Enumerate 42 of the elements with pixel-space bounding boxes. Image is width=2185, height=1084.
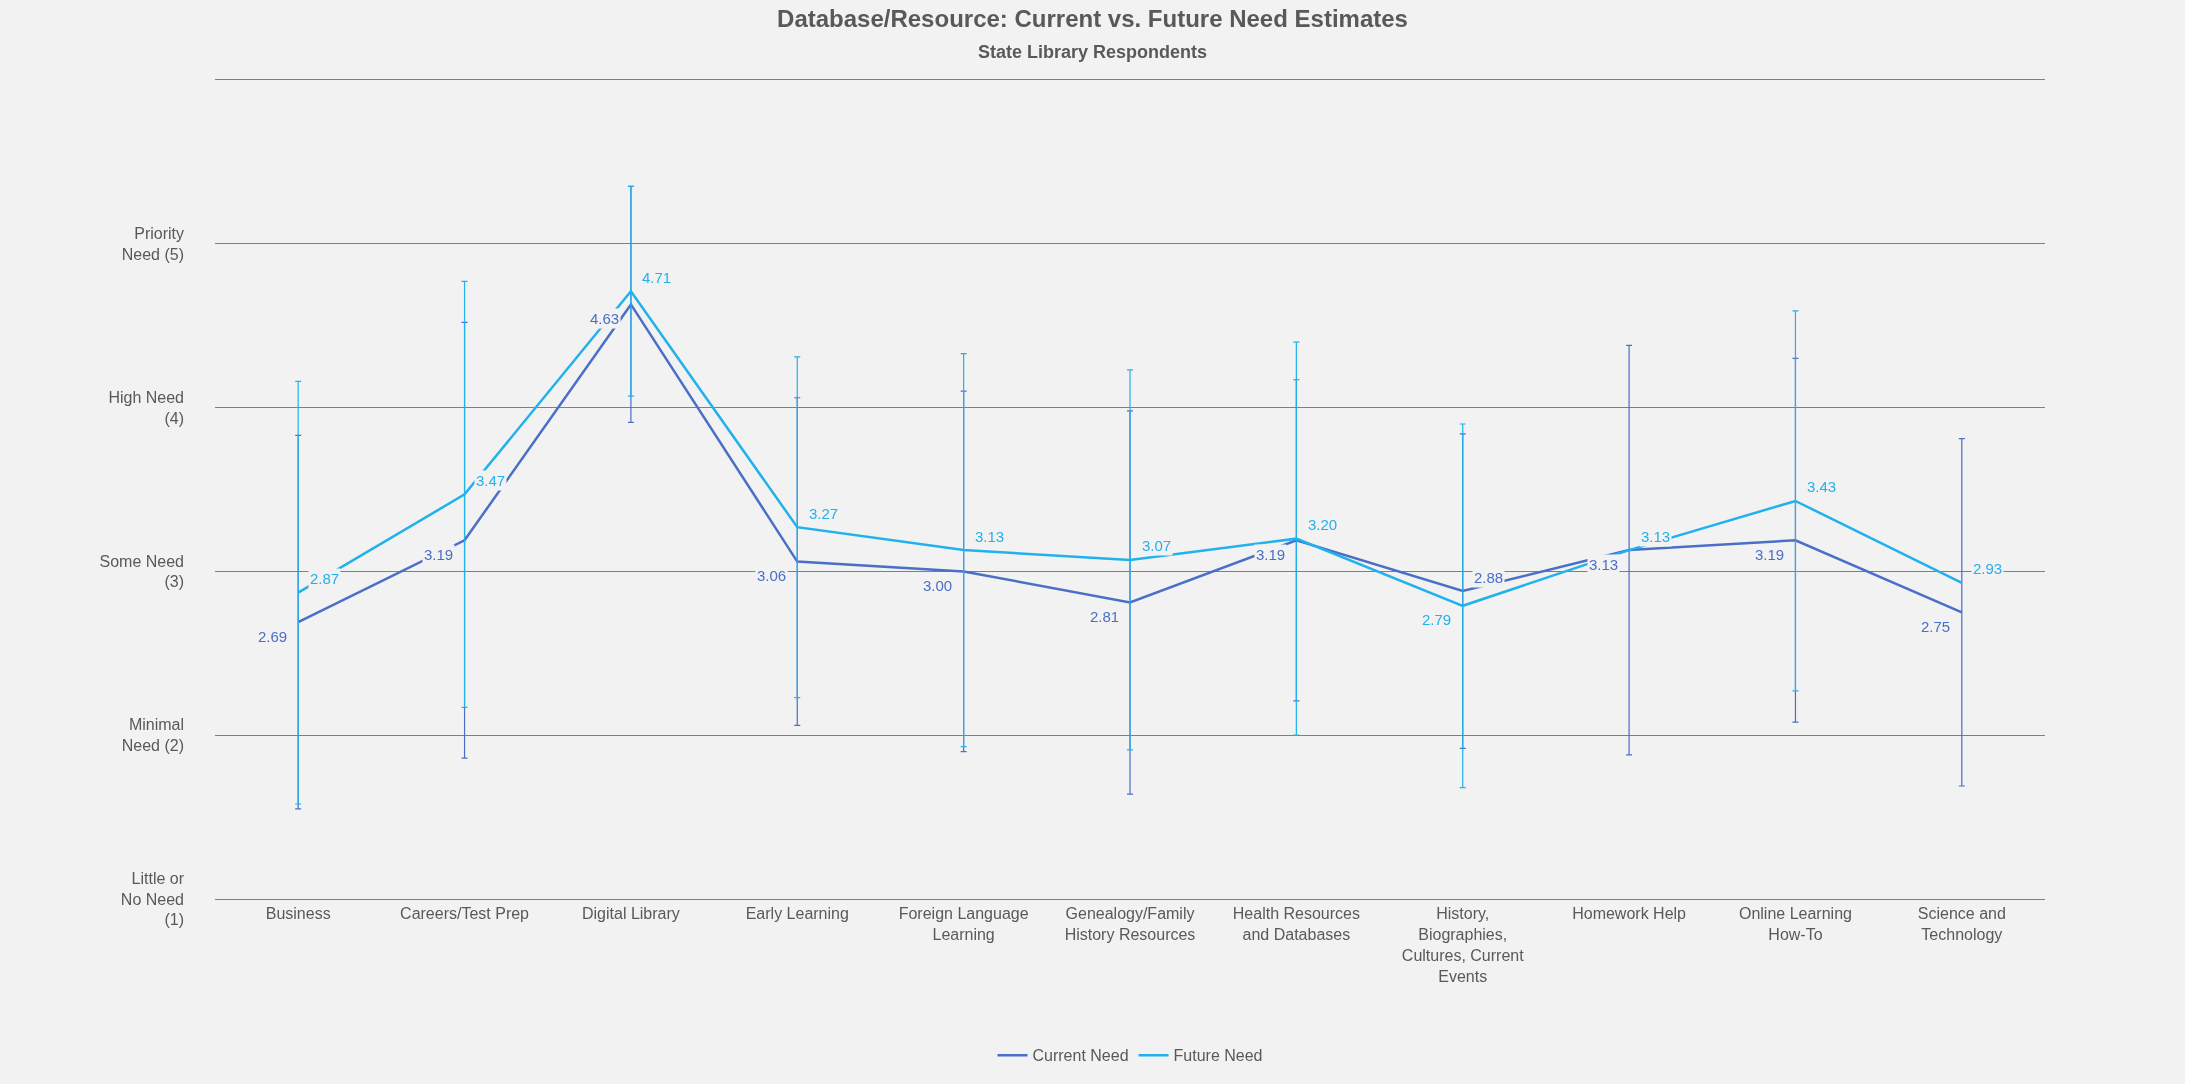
data-label: 3.47 (476, 472, 506, 489)
x-tick-label: Homework Help (1572, 905, 1687, 923)
data-label: 3.13 (1589, 556, 1619, 573)
y-tick-label: Some Need (3) (99, 552, 184, 591)
data-label: 3.19 (1755, 546, 1785, 563)
x-tick-label: Business (265, 905, 331, 923)
data-label: 4.63 (590, 310, 620, 327)
data-label: 2.75 (1921, 618, 1951, 635)
chart-subtitle: State Library Respondents (977, 42, 1208, 63)
data-label: 3.07 (1142, 537, 1172, 554)
x-tick-label: Health Resources and Databases (1232, 905, 1360, 944)
x-tick-label: Science and Technology (1917, 905, 2006, 944)
legend-label: Future Need (1173, 1047, 1263, 1065)
x-tick-label: Online Learning How-To (1738, 905, 1852, 944)
data-label: 3.13 (975, 528, 1005, 545)
data-label: 2.79 (1422, 611, 1452, 628)
x-tick-label: Genealogy/Family History Resources (1064, 905, 1196, 944)
x-tick-label: Careers/Test Prep (400, 905, 530, 923)
x-tick-label: Digital Library (582, 905, 680, 923)
data-label: 3.19 (424, 546, 454, 563)
x-tick-label: Foreign Language Learning (898, 905, 1029, 944)
data-label: 3.13 (1641, 528, 1671, 545)
y-tick-label: Priority Need (5) (121, 225, 184, 263)
data-label: 3.27 (809, 505, 839, 522)
data-label: 3.00 (923, 577, 953, 594)
data-label: 2.87 (310, 570, 340, 587)
y-tick-label: Little or No Need (1) (120, 869, 185, 929)
data-label: 2.88 (1474, 569, 1504, 586)
data-label: 3.20 (1308, 516, 1338, 533)
data-label: 3.43 (1807, 478, 1837, 495)
legend-label: Current Need (1032, 1047, 1129, 1065)
data-label: 2.69 (258, 628, 288, 645)
y-tick-label: Minimal Need (2) (121, 716, 184, 755)
data-label: 3.19 (1256, 546, 1286, 563)
data-label: 4.71 (642, 269, 672, 286)
data-label: 3.06 (757, 567, 787, 584)
x-tick-label: Early Learning (745, 905, 849, 923)
chart-title: Database/Resource: Current vs. Future Need Estimates (777, 5, 1408, 33)
y-tick-label: High Need (4) (108, 388, 184, 427)
data-label: 2.93 (1973, 560, 2003, 577)
data-label: 2.81 (1090, 608, 1120, 625)
x-tick-label: History, Biographies, Cultures, Current Events (1401, 905, 1525, 985)
